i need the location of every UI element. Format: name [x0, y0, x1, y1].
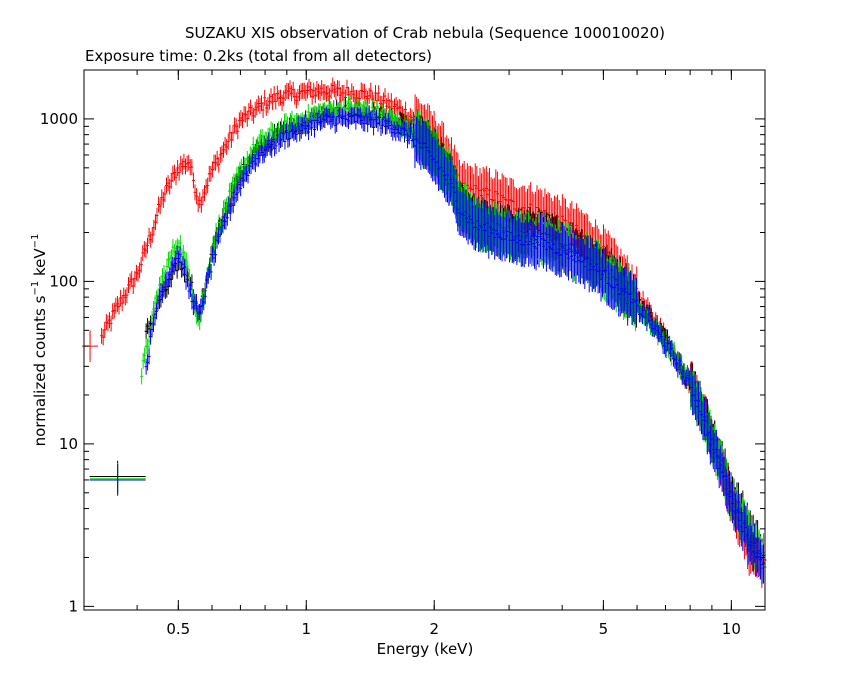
chart-subtitle: Exposure time: 0.2ks (total from all det… [85, 47, 432, 65]
x-tick-label: 1 [301, 620, 311, 638]
y-axis-label-unit: keV [31, 248, 49, 281]
y-tick-label: 1 [68, 597, 78, 615]
x-tick-label: 5 [599, 620, 609, 638]
x-tick-label: 10 [722, 620, 741, 638]
plot-area [82, 77, 767, 588]
series-4 [89, 105, 766, 585]
x-tick-label: 0.5 [166, 620, 190, 638]
x-axis: 0.5 1 2 5 10 [83, 70, 741, 638]
y-tick-label: 1000 [40, 110, 78, 128]
y-axis-label-exp2: −1 [30, 234, 41, 249]
y-axis-label: normalized counts s−1 keV−1 [30, 234, 49, 447]
y-tick-label: 100 [49, 272, 78, 290]
chart-title: SUZAKU XIS observation of Crab nebula (S… [185, 24, 665, 42]
y-tick-label: 10 [59, 435, 78, 453]
x-tick-label: 2 [429, 620, 439, 638]
y-axis: 1 10 100 1000 [40, 110, 765, 615]
y-axis-label-main: normalized counts s [31, 295, 49, 446]
x-axis-label: Energy (keV) [377, 640, 474, 658]
plot-frame [83, 69, 766, 611]
y-axis-label-exp1: −1 [30, 281, 41, 296]
